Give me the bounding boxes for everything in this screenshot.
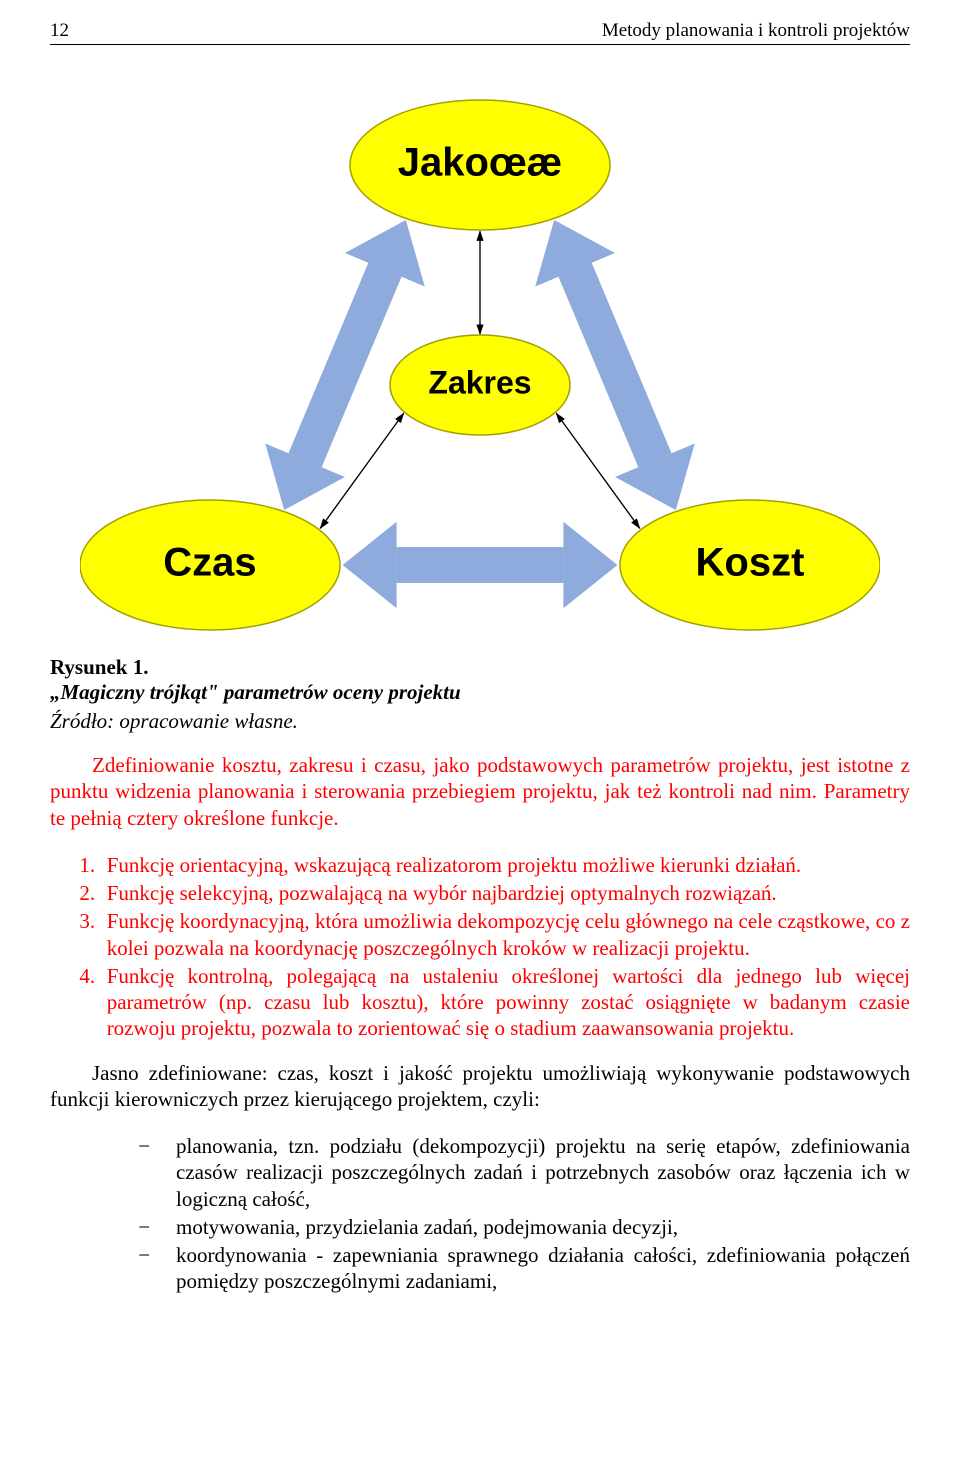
black-intro-paragraph: Jasno zdefiniowane: czas, koszt i jakość… [50,1060,910,1113]
page-number: 12 [50,20,69,42]
red-list-item: Funkcję selekcyjną, pozwalającą na wybór… [100,880,910,906]
figure-caption: Rysunek 1. „Magiczny trójkąt" parametrów… [50,655,910,734]
red-list-item: Funkcję koordynacyjną, która umożliwia d… [100,908,910,961]
node-label-right: Koszt [696,541,805,585]
black-list-item: koordynowania - zapewniania sprawnego dz… [138,1242,910,1295]
node-label-center: Zakres [428,364,531,400]
red-list-item: Funkcję orientacyjną, wskazującą realiza… [100,852,910,878]
figure-label: Rysunek 1. [50,655,910,680]
running-title: Metody planowania i kontroli projektów [602,20,910,42]
black-list-item: motywowania, przydzielania zadań, podejm… [138,1214,910,1240]
page-header: 12 Metody planowania i kontroli projektó… [50,20,910,45]
triangle-diagram: Jakoœæ Zakres Czas Koszt [80,75,880,635]
red-numbered-list: Funkcję orientacyjną, wskazującą realiza… [50,852,910,1042]
figure-title: „Magiczny trójkąt" parametrów oceny proj… [50,680,910,705]
figure-source: Źródło: opracowanie własne. [50,709,910,734]
red-intro-paragraph: Zdefiniowanie kosztu, zakresu i czasu, j… [50,752,910,831]
node-label-top: Jakoœæ [398,141,563,185]
black-dash-list: planowania, tzn. podziału (dekompozycji)… [50,1133,910,1295]
red-list-item: Funkcję kontrolną, polegającą na ustalen… [100,963,910,1042]
black-list-item: planowania, tzn. podziału (dekompozycji)… [138,1133,910,1212]
diagram-svg: Jakoœæ Zakres Czas Koszt [80,75,880,635]
node-label-left: Czas [163,541,256,585]
